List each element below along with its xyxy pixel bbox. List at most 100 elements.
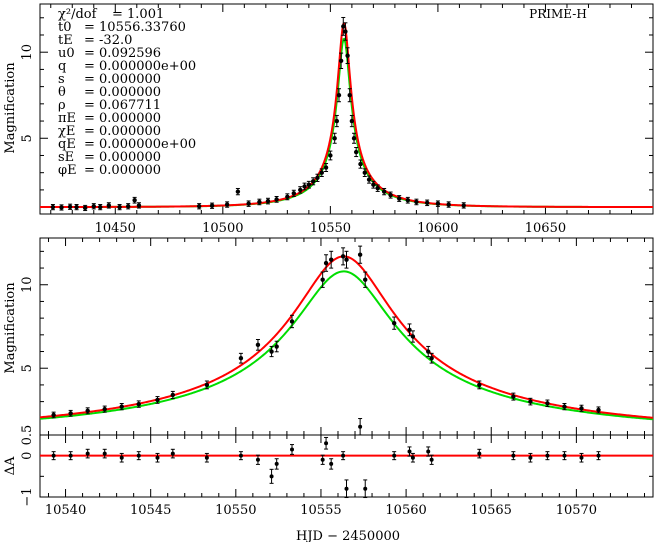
data-point	[446, 201, 451, 208]
zoom-y-tick-labels: 5 10	[20, 276, 35, 372]
data-point	[119, 402, 124, 411]
data-point	[319, 168, 324, 177]
residual-point	[204, 452, 209, 463]
data-point	[285, 193, 290, 201]
param-value-pie: = 0.000000	[84, 111, 161, 126]
bottom-x-tick-label: 10555	[300, 503, 341, 518]
zoom-y-tick-label: 10	[20, 276, 35, 293]
data-point	[59, 204, 64, 211]
data-point	[362, 168, 367, 177]
data-point	[170, 390, 176, 399]
param-value-theta: = 0.000000	[84, 85, 161, 100]
residual-point	[528, 452, 533, 463]
overview-panel-frame	[39, 3, 654, 215]
residual-point	[579, 452, 584, 463]
residual-point	[238, 451, 243, 461]
data-point	[136, 400, 141, 408]
data-point	[320, 271, 325, 288]
data-point	[410, 330, 416, 343]
overview-data-points	[50, 16, 466, 212]
param-label-phie: φE	[58, 163, 77, 178]
data-point	[246, 200, 251, 207]
data-point	[347, 88, 352, 103]
residual-point	[363, 479, 368, 499]
param-value-se: = 0.000000	[84, 150, 161, 165]
data-point	[461, 202, 466, 209]
data-point	[366, 175, 372, 184]
data-point	[67, 203, 73, 210]
x-axis-title: HJD − 2450000	[296, 529, 400, 542]
residual-point	[477, 448, 482, 459]
data-point	[363, 271, 368, 288]
residual-point	[290, 444, 295, 455]
data-point	[334, 114, 340, 128]
data-point	[91, 203, 96, 210]
residual-point	[341, 451, 346, 461]
data-point	[358, 159, 363, 169]
data-point	[562, 402, 567, 411]
residual-point	[269, 468, 274, 484]
residual-point	[596, 451, 601, 461]
model-curve-green	[39, 270, 654, 421]
param-value-chi2: = 1.001	[112, 7, 164, 22]
data-point	[332, 132, 337, 144]
data-point	[349, 114, 355, 128]
data-point	[74, 204, 79, 211]
data-point	[424, 199, 430, 207]
overview-y-tick-labels: 5 10	[20, 44, 35, 143]
data-point	[328, 150, 333, 161]
data-point	[155, 396, 160, 404]
param-label-s: s	[58, 72, 65, 87]
residual-point	[329, 458, 334, 470]
data-point	[405, 196, 410, 204]
residual-point	[358, 418, 363, 436]
param-value-te: = -32.0	[84, 33, 132, 48]
data-point	[371, 180, 376, 189]
residual-y-tick-label: 0	[20, 452, 35, 460]
observatory-label: PRIME-H	[529, 7, 587, 21]
data-point	[357, 245, 363, 264]
residual-point	[562, 451, 567, 461]
data-point	[255, 339, 261, 351]
residual-point	[119, 452, 124, 463]
data-point	[381, 187, 387, 196]
data-point	[345, 47, 350, 65]
param-value-rho: = 0.067711	[84, 98, 161, 113]
param-label-u0: u0	[58, 46, 75, 61]
param-value-q: = 0.000000e+00	[84, 59, 196, 74]
param-value-s: = 0.000000	[84, 72, 161, 87]
residual-point	[410, 452, 415, 463]
data-point	[204, 380, 210, 390]
residual-y-tick-label: 0.5	[20, 425, 35, 446]
param-label-chie: χE	[58, 124, 75, 139]
data-point	[238, 352, 244, 364]
bottom-x-tick-label: 10540	[45, 503, 86, 518]
data-point	[117, 204, 122, 211]
residual-y-axis-title: ΔA	[3, 456, 18, 475]
model-curve-red	[39, 255, 654, 419]
residual-point	[344, 479, 349, 499]
data-point	[136, 202, 142, 209]
data-point	[306, 180, 312, 189]
residual-point	[170, 448, 175, 459]
residual-point	[255, 454, 260, 465]
data-point	[235, 187, 241, 196]
overview-y-tick-label: 5	[20, 134, 35, 142]
bottom-x-tick-label: 10545	[130, 503, 171, 518]
data-point	[302, 182, 307, 191]
bottom-x-tick-label: 10560	[385, 503, 426, 518]
data-point	[132, 196, 137, 204]
overview-x-tick-label: 10650	[525, 221, 566, 236]
data-point	[106, 202, 112, 209]
data-point	[414, 198, 419, 206]
zoom-y-axis-title: Magnification	[3, 282, 18, 374]
residual-y-tick-label: −1	[20, 487, 35, 506]
data-point	[375, 184, 380, 192]
residual-point	[545, 451, 550, 461]
data-point	[351, 132, 357, 144]
bottom-x-tick-label: 10565	[471, 503, 512, 518]
zoom-data-points	[51, 245, 601, 419]
data-point	[596, 406, 601, 414]
data-point	[429, 352, 434, 364]
